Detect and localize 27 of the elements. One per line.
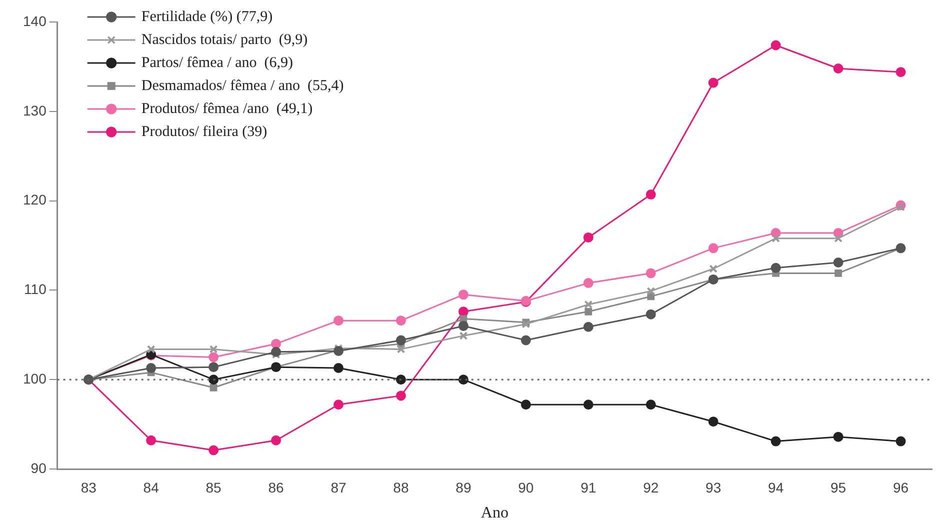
x-tick-label: 88 bbox=[393, 479, 409, 496]
y-tick-label: 90 bbox=[30, 460, 47, 476]
legend-label: Produtos/ fêmea /ano (49,1) bbox=[141, 100, 313, 117]
y-tick-label: 130 bbox=[23, 102, 47, 118]
legend-label: Partos/ fêmea / ano (6,9) bbox=[141, 54, 293, 71]
x-tick-label: 94 bbox=[768, 479, 784, 496]
x-tick-label: 87 bbox=[330, 479, 346, 496]
y-tick-label: 120 bbox=[23, 192, 47, 208]
x-tick-label: 86 bbox=[268, 479, 284, 496]
x-tick-label: 83 bbox=[80, 479, 97, 496]
y-tick-label: 110 bbox=[24, 281, 47, 298]
x-axis-title: Ano bbox=[480, 504, 508, 522]
legend-label: Desmamados/ fêmea / ano (55,4) bbox=[141, 78, 344, 94]
x-tick-label: 90 bbox=[518, 479, 534, 496]
x-tick-label: 84 bbox=[143, 479, 160, 496]
y-tick-label: 140 bbox=[23, 12, 47, 29]
legend-label: Produtos/ fileira (39) bbox=[141, 124, 268, 140]
x-tick-label: 92 bbox=[643, 479, 659, 496]
x-tick-label: 95 bbox=[830, 479, 846, 496]
x-tick-label: 91 bbox=[580, 479, 596, 496]
legend-label: Nascidos totais/ parto (9,9) bbox=[141, 32, 308, 48]
y-tick-label: 100 bbox=[23, 370, 47, 386]
x-tick-label: 93 bbox=[706, 479, 722, 496]
x-tick-label: 89 bbox=[456, 479, 472, 496]
x-tick-label: 96 bbox=[892, 479, 909, 496]
legend-label: Fertilidade (%) (77,9) bbox=[141, 8, 273, 25]
x-tick-label: 85 bbox=[206, 479, 222, 496]
